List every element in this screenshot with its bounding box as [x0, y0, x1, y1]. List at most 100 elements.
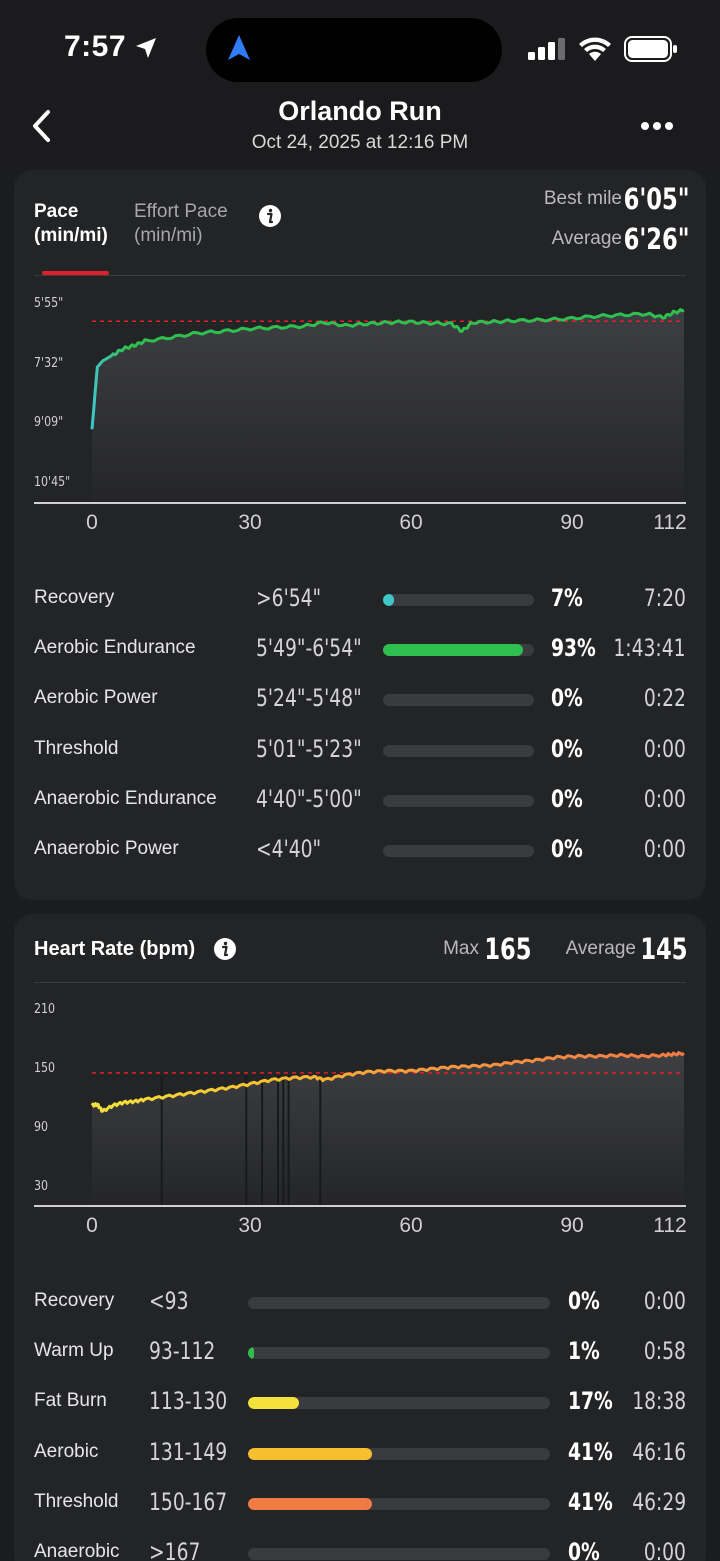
info-icon[interactable]	[213, 937, 237, 961]
zone-bar-track	[383, 794, 534, 807]
zone-row: Aerobic Power 5'24"-5'48" 0% 0:22	[14, 679, 706, 719]
best-mile-label: Best mile	[543, 188, 622, 209]
page-subtitle: Oct 24, 2025 at 12:16 PM	[251, 132, 469, 153]
hr-xtick: 0	[86, 1214, 98, 1237]
pace-xtick: 0	[86, 511, 98, 534]
zone-row: Recovery >6'54" 7% 7:20	[14, 579, 706, 619]
hr-xtick: 60	[399, 1214, 423, 1237]
average-hr-label: Average	[565, 938, 636, 959]
hr-ytick: 210	[34, 1002, 56, 1017]
hr-gap-mark	[277, 1075, 279, 1206]
hr-ytick: 30	[34, 1179, 49, 1194]
zone-name: Anaerobic Endurance	[34, 787, 217, 809]
zone-percent: 1%	[568, 1337, 600, 1366]
zone-bar-fill	[248, 1447, 372, 1460]
zone-name: Aerobic	[34, 1440, 99, 1462]
hr-gap-mark	[160, 1075, 163, 1206]
zone-name: Threshold	[34, 737, 119, 759]
navigation-arrow-icon	[228, 35, 250, 60]
zone-row: Aerobic 131-149 41% 46:16	[14, 1433, 706, 1473]
zone-bar-track	[248, 1548, 550, 1560]
pace-ytick: 7'32"	[34, 356, 64, 371]
zone-bar-track	[248, 1447, 550, 1460]
zone-percent: 0%	[551, 684, 583, 713]
back-chevron-icon[interactable]	[28, 108, 58, 144]
zone-name: Aerobic Endurance	[34, 637, 196, 659]
zone-time: 0:58	[643, 1337, 686, 1366]
zone-time: 0:00	[643, 784, 686, 813]
zone-time: 0:00	[643, 1538, 686, 1561]
hr-gap-mark	[282, 1075, 285, 1206]
zone-name: Recovery	[34, 1290, 115, 1311]
zone-time: 0:00	[643, 1287, 686, 1315]
hr-xtick: 30	[238, 1214, 262, 1237]
page-title: Orlando Run	[278, 96, 442, 126]
zone-bar-track	[383, 845, 534, 857]
zone-time: 1:43:41	[613, 634, 686, 663]
zone-percent: 41%	[568, 1437, 613, 1466]
zone-name: Anaerobic Power	[34, 838, 179, 859]
zone-percent: 41%	[568, 1487, 613, 1516]
zone-percent: 0%	[568, 1287, 600, 1315]
zone-percent: 0%	[568, 1538, 600, 1561]
zone-row: Threshold 5'01"-5'23" 0% 0:00	[14, 730, 706, 770]
battery-icon	[624, 36, 677, 62]
hr-gap-mark	[287, 1075, 290, 1206]
zone-bar-track	[248, 1347, 550, 1360]
average-pace-label: Average	[551, 228, 622, 249]
location-arrow-icon	[136, 38, 156, 58]
zone-name: Warm Up	[34, 1340, 114, 1362]
zone-time: 0:00	[643, 835, 686, 863]
hr-gap-mark	[261, 1075, 264, 1206]
zone-name: Threshold	[34, 1490, 119, 1512]
tab-effort-pace-unit: (min/mi)	[134, 225, 203, 246]
zone-percent: 0%	[551, 835, 583, 863]
pace-xtick: 30	[238, 511, 262, 534]
zone-percent: 7%	[551, 584, 583, 612]
status-bar: 7:57	[0, 0, 720, 100]
heart-rate-title: Heart Rate (bpm)	[34, 938, 196, 960]
hr-area	[92, 1052, 684, 1206]
zone-row: Threshold 150-167 41% 46:29	[14, 1483, 706, 1523]
tab-pace[interactable]: Pace (min/mi)	[34, 200, 108, 248]
more-options-icon[interactable]	[640, 120, 674, 132]
info-icon[interactable]	[258, 204, 282, 228]
zone-bar-track	[383, 744, 534, 757]
max-hr-value: 165	[484, 932, 532, 966]
zone-range: <93	[149, 1287, 189, 1315]
zone-bar-fill	[248, 1347, 254, 1360]
pace-ytick: 5'55"	[34, 296, 64, 311]
tab-effort-pace[interactable]: Effort Pace (min/mi)	[134, 200, 228, 248]
zone-percent: 0%	[551, 734, 583, 763]
cellular-signal-icon	[528, 38, 565, 60]
pace-xtick: 60	[399, 511, 423, 534]
zone-bar-fill	[383, 644, 524, 657]
zone-bar-fill	[248, 1497, 372, 1510]
average-hr-value: 145	[640, 932, 688, 966]
zone-row: Anaerobic Endurance 4'40"-5'00" 0% 0:00	[14, 780, 706, 820]
pace-ytick: 9'09"	[34, 415, 64, 430]
pace-card: Pace (min/mi) Effort Pace (min/mi) Best …	[14, 170, 706, 900]
zone-row: Fat Burn 113-130 17% 18:38	[14, 1382, 706, 1422]
zone-row: Aerobic Endurance 5'49"-6'54" 93% 1:43:41	[14, 629, 706, 669]
wifi-icon	[579, 37, 611, 61]
zone-name: Anaerobic	[34, 1541, 120, 1561]
hr-gap-mark	[319, 1075, 322, 1206]
heart-rate-card: Heart Rate (bpm) Max 165 Average 145 210	[14, 914, 706, 1561]
hr-ytick: 90	[34, 1120, 49, 1135]
pace-chart	[34, 308, 686, 504]
zone-range: 131-149	[149, 1437, 228, 1466]
pace-xtick: 112	[653, 511, 687, 534]
zone-range: >6'54"	[256, 584, 322, 612]
status-time: 7:57	[64, 30, 127, 63]
zone-row: Anaerobic Power <4'40" 0% 0:00	[14, 830, 706, 870]
zone-bar-fill	[383, 594, 394, 606]
hr-divider	[34, 982, 686, 983]
zone-range: >167	[149, 1538, 201, 1561]
nav-header: Orlando Run Oct 24, 2025 at 12:16 PM	[0, 90, 720, 162]
hr-xtick: 90	[560, 1214, 584, 1237]
zone-row: Recovery <93 0% 0:00	[14, 1282, 706, 1322]
hr-xtick: 112	[653, 1214, 687, 1237]
zone-time: 18:38	[632, 1387, 686, 1416]
best-mile-value: 6'05"	[624, 182, 690, 216]
